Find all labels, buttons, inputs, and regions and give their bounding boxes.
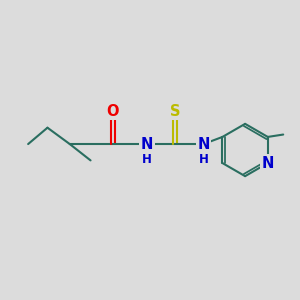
Text: N: N — [197, 136, 210, 152]
Text: N: N — [262, 156, 274, 171]
Text: H: H — [199, 153, 208, 166]
Text: N: N — [141, 136, 153, 152]
Text: O: O — [106, 104, 119, 119]
Text: H: H — [142, 153, 152, 166]
Text: S: S — [170, 104, 181, 119]
